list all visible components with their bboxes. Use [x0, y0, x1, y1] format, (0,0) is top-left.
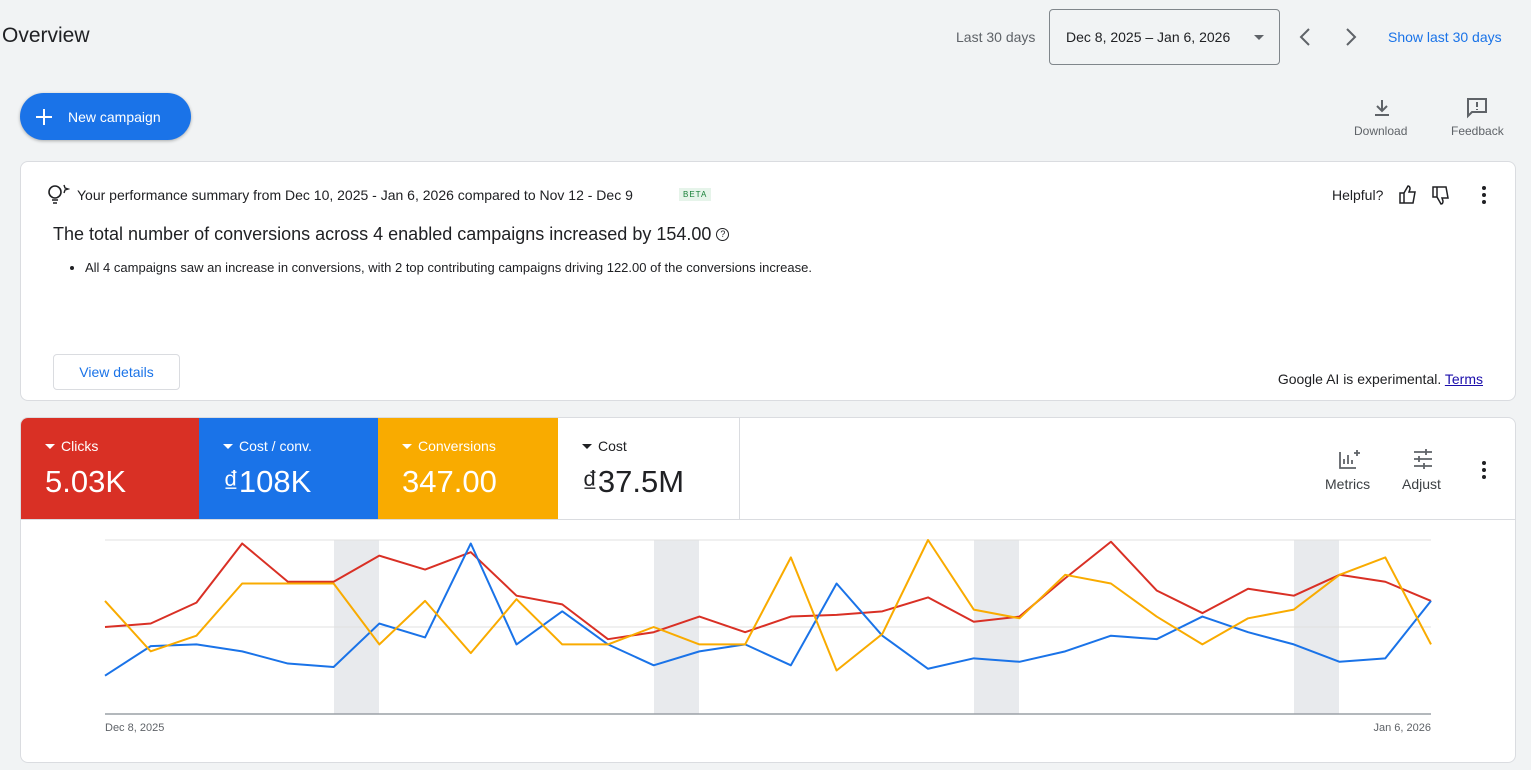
summary-intro: Your performance summary from Dec 10, 20… — [77, 187, 633, 203]
metric-label: Cost — [582, 438, 739, 454]
view-details-button[interactable]: View details — [53, 354, 180, 390]
metric-value: 5.03K — [45, 464, 127, 499]
summary-card: Your performance summary from Dec 10, 20… — [20, 161, 1516, 401]
disclaimer: Google AI is experimental. Terms — [1278, 371, 1483, 387]
adjust-icon[interactable] — [1412, 448, 1434, 470]
tile-bottom-border — [21, 519, 1515, 520]
series-line — [104, 540, 1432, 641]
plus-icon — [36, 109, 52, 125]
new-campaign-label: New campaign — [68, 109, 161, 125]
page-title: Overview — [2, 24, 90, 47]
dropdown-arrow — [1254, 35, 1264, 40]
new-campaign-button[interactable]: New campaign — [20, 93, 191, 140]
metric-value: ₫37.5M — [582, 464, 685, 499]
help-icon[interactable]: ? — [716, 228, 730, 241]
metrics-label[interactable]: Metrics — [1325, 476, 1371, 492]
series-line — [104, 539, 1432, 672]
adjust-label[interactable]: Adjust — [1402, 476, 1441, 492]
metrics-icon[interactable] — [1338, 448, 1362, 470]
menu-dot[interactable] — [1482, 193, 1486, 197]
date-range: Dec 8, 2025 – Jan 6, 2026 — [1066, 29, 1231, 45]
metric-label: Clicks — [45, 438, 199, 454]
dropdown-arrow — [582, 444, 592, 449]
feedback-buttons[interactable] — [1397, 184, 1507, 206]
dropdown-arrow — [402, 444, 412, 449]
menu-dot[interactable] — [1482, 200, 1486, 204]
beta-badge: BETA — [679, 188, 712, 201]
series-line — [104, 542, 1432, 677]
disclaimer-text: Google AI is experimental. — [1277, 371, 1442, 387]
date-picker[interactable]: Dec 8, 2025 – Jan 6, 2026 — [1049, 9, 1280, 65]
metric-name: Clicks — [61, 438, 99, 454]
summary-headline: The total number of conversions across 4… — [53, 224, 730, 245]
metric-label: Conversions — [402, 438, 558, 454]
chart: Dec 8, 2025 Jan 6, 2026 — [104, 539, 1432, 734]
range-label: Last 30 days — [956, 29, 1036, 45]
feedback-icon[interactable] — [1466, 97, 1488, 119]
nav-arrows[interactable] — [1294, 26, 1364, 48]
metric-value: 347.00 — [402, 464, 497, 499]
x-tick-label: Jan 6, 2026 — [1374, 722, 1432, 734]
performance-card: Clicks 5.03K Cost / conv. ₫108K Conversions 3… — [20, 417, 1516, 763]
terms-link[interactable]: Terms — [1444, 371, 1483, 387]
next[interactable] — [1346, 28, 1357, 46]
metric-tile[interactable]: Cost / conv. ₫108K — [199, 418, 378, 520]
headline-text: The total number of conversions across 4… — [53, 224, 712, 244]
show-last[interactable]: Show last 30 days — [1388, 29, 1502, 45]
dropdown-arrow — [45, 444, 55, 449]
thumb-down[interactable] — [1432, 186, 1449, 205]
summary-bullet: All 4 campaigns saw an increase in conve… — [85, 260, 812, 275]
thumb-up[interactable] — [1399, 185, 1416, 204]
download-icon[interactable] — [1372, 98, 1392, 118]
metric-label: Cost / conv. — [223, 438, 378, 454]
metric-name: Cost / conv. — [239, 438, 312, 454]
tile-divider — [739, 418, 740, 520]
summary-list: All 4 campaigns saw an increase in conve… — [21, 260, 812, 275]
metric-value: ₫108K — [223, 464, 312, 499]
dropdown-arrow — [223, 444, 233, 449]
prev[interactable] — [1299, 28, 1310, 46]
more-menu[interactable] — [1480, 460, 1488, 480]
download-label[interactable]: Download — [1354, 124, 1408, 138]
metric-name: Cost — [598, 438, 627, 454]
metric-tile[interactable]: Conversions 347.00 — [378, 418, 558, 520]
ai-icon — [48, 184, 70, 204]
x-tick-label: Dec 8, 2025 — [105, 722, 164, 734]
metric-name: Conversions — [418, 438, 496, 454]
metric-tile[interactable]: Cost ₫37.5M — [558, 418, 739, 520]
helpful-label: Helpful? — [1332, 187, 1384, 203]
feedback-label[interactable]: Feedback — [1451, 124, 1504, 138]
metric-tile[interactable]: Clicks 5.03K — [21, 418, 199, 520]
menu-dot[interactable] — [1482, 186, 1486, 190]
